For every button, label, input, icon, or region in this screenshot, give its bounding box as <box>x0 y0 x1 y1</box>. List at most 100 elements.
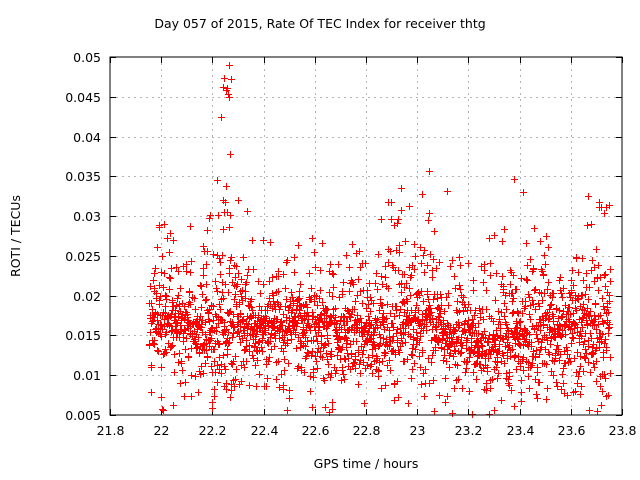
data-point <box>593 378 600 385</box>
data-point <box>210 317 217 324</box>
data-point <box>606 298 613 305</box>
data-point <box>181 393 188 400</box>
data-point <box>186 288 193 295</box>
data-point <box>404 356 411 363</box>
data-point <box>583 350 590 357</box>
data-point <box>221 75 228 82</box>
data-point <box>151 270 158 277</box>
data-point <box>296 295 303 302</box>
data-point <box>162 292 169 299</box>
data-point <box>431 228 438 235</box>
data-point <box>238 276 245 283</box>
data-point <box>540 272 547 279</box>
data-point <box>520 342 527 349</box>
data-point <box>407 292 414 299</box>
data-point <box>466 388 473 395</box>
data-point <box>558 386 565 393</box>
data-point <box>446 329 453 336</box>
data-point <box>571 355 578 362</box>
data-point <box>371 329 378 336</box>
data-point <box>357 264 364 271</box>
data-point <box>556 322 563 329</box>
data-point <box>222 281 229 288</box>
data-point <box>243 337 250 344</box>
data-point <box>518 377 525 384</box>
plot-frame <box>109 56 623 416</box>
data-point <box>547 341 554 348</box>
data-point <box>217 259 224 266</box>
data-point <box>284 337 291 344</box>
data-point <box>492 297 499 304</box>
data-point <box>168 343 175 350</box>
data-point <box>375 367 382 374</box>
data-point <box>224 335 231 342</box>
data-point <box>382 263 389 270</box>
data-point <box>333 320 340 327</box>
data-point <box>256 371 263 378</box>
data-point <box>151 285 158 292</box>
data-point <box>493 270 500 277</box>
data-point <box>278 371 285 378</box>
data-point <box>232 353 239 360</box>
data-point <box>578 333 585 340</box>
data-point <box>360 347 367 354</box>
data-point <box>158 333 165 340</box>
data-point <box>205 310 212 317</box>
data-point <box>188 393 195 400</box>
data-point <box>516 341 523 348</box>
data-point <box>487 260 494 267</box>
data-point <box>195 334 202 341</box>
data-point <box>280 382 287 389</box>
data-point <box>374 355 381 362</box>
data-point <box>226 309 233 316</box>
data-point <box>231 383 238 390</box>
data-point <box>564 347 571 354</box>
data-point <box>168 323 175 330</box>
data-point <box>246 382 253 389</box>
data-point <box>483 387 490 394</box>
data-point <box>266 354 273 361</box>
data-point <box>550 290 557 297</box>
data-point <box>386 357 393 364</box>
data-point <box>496 341 503 348</box>
data-point <box>514 335 521 342</box>
data-point <box>567 358 574 365</box>
data-point <box>369 370 376 377</box>
data-point <box>360 359 367 366</box>
data-point <box>182 346 189 353</box>
data-point <box>433 323 440 330</box>
y-tick-label: 0.01 <box>73 368 101 383</box>
data-point <box>387 367 394 374</box>
data-point <box>188 258 195 265</box>
data-point <box>386 343 393 350</box>
data-point <box>216 366 223 373</box>
data-point <box>327 261 334 268</box>
data-point <box>478 342 485 349</box>
data-point <box>233 263 240 270</box>
data-point <box>327 374 334 381</box>
data-point <box>407 319 414 326</box>
data-point <box>319 299 326 306</box>
data-point <box>379 358 386 365</box>
data-point <box>231 296 238 303</box>
data-point <box>456 254 463 261</box>
data-point <box>235 270 242 277</box>
data-point <box>494 359 501 366</box>
data-point <box>543 361 550 368</box>
data-point <box>579 324 586 331</box>
data-point <box>228 76 235 83</box>
data-point <box>591 312 598 319</box>
data-point <box>429 274 436 281</box>
data-point <box>430 256 437 263</box>
data-point <box>605 309 612 316</box>
data-point <box>536 303 543 310</box>
data-point <box>442 375 449 382</box>
data-point <box>332 314 339 321</box>
data-point <box>464 358 471 365</box>
data-point <box>491 407 498 414</box>
x-tick-label: 22.8 <box>353 423 381 438</box>
data-point <box>404 298 411 305</box>
data-point <box>244 208 251 215</box>
data-point <box>460 294 467 301</box>
data-point <box>275 288 282 295</box>
